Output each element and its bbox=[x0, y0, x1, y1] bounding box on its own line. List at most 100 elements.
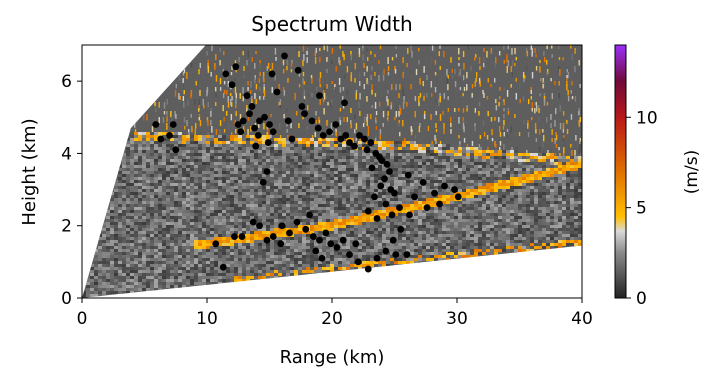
field-speck bbox=[190, 114, 192, 118]
field-cell bbox=[310, 246, 314, 249]
field-cell bbox=[110, 210, 114, 213]
field-cell bbox=[98, 255, 102, 258]
field-cell bbox=[326, 207, 330, 210]
field-cell bbox=[418, 168, 422, 171]
field-cell bbox=[190, 174, 194, 177]
field-cell bbox=[182, 153, 186, 156]
field-cell bbox=[406, 210, 410, 213]
field-cell bbox=[214, 258, 218, 261]
field-cell bbox=[178, 219, 182, 222]
field-cell bbox=[190, 186, 194, 189]
field-cell bbox=[426, 165, 430, 168]
field-speck bbox=[435, 123, 437, 129]
field-cell bbox=[194, 276, 198, 279]
field-cell bbox=[434, 177, 438, 180]
field-cell bbox=[266, 210, 270, 213]
field-cell bbox=[274, 240, 278, 243]
field-cell bbox=[254, 153, 258, 156]
field-cell bbox=[390, 198, 394, 201]
field-cell bbox=[378, 165, 382, 168]
field-cell bbox=[194, 180, 198, 183]
field-cell bbox=[110, 231, 114, 234]
field-cell bbox=[186, 162, 190, 165]
field-cell bbox=[398, 159, 402, 162]
field-cell bbox=[394, 141, 398, 144]
field-cell bbox=[222, 171, 226, 174]
field-cell bbox=[470, 249, 474, 252]
field-cell bbox=[238, 201, 242, 204]
field-cell bbox=[130, 165, 134, 168]
field-cell bbox=[278, 159, 282, 162]
field-cell bbox=[194, 162, 198, 165]
field-cell bbox=[198, 171, 202, 174]
field-cell bbox=[150, 261, 154, 264]
field-speck bbox=[374, 72, 376, 76]
field-cell bbox=[410, 210, 414, 213]
field-cell bbox=[130, 138, 134, 141]
field-cell bbox=[282, 162, 286, 165]
field-cell bbox=[338, 165, 342, 168]
field-cell bbox=[490, 189, 494, 192]
field-cell bbox=[230, 231, 234, 234]
field-cell bbox=[382, 147, 386, 150]
field-speck bbox=[374, 54, 376, 58]
field-cell bbox=[306, 186, 310, 189]
field-speck bbox=[447, 84, 449, 91]
field-cell bbox=[310, 189, 314, 192]
field-cell bbox=[150, 183, 154, 186]
field-cell bbox=[170, 225, 174, 228]
field-cell bbox=[258, 156, 262, 159]
field-cell bbox=[422, 174, 426, 177]
field-cell bbox=[170, 150, 174, 153]
field-cell bbox=[486, 234, 490, 237]
field-cell bbox=[422, 177, 426, 180]
field-cell bbox=[238, 168, 242, 171]
field-cell bbox=[130, 198, 134, 201]
field-cell bbox=[122, 285, 126, 288]
field-cell bbox=[310, 159, 314, 162]
field-cell bbox=[362, 189, 366, 192]
field-cell bbox=[326, 255, 330, 258]
field-cell bbox=[298, 165, 302, 168]
field-cell bbox=[458, 153, 462, 156]
field-cell bbox=[258, 165, 262, 168]
field-cell bbox=[462, 204, 466, 207]
field-cell bbox=[246, 246, 250, 249]
field-cell bbox=[466, 228, 470, 231]
field-cell bbox=[190, 138, 194, 141]
field-cell bbox=[322, 216, 326, 219]
field-speck bbox=[378, 75, 380, 82]
field-cell bbox=[306, 267, 310, 270]
field-cell bbox=[246, 279, 250, 282]
field-cell bbox=[310, 153, 314, 156]
field-cell bbox=[194, 192, 198, 195]
field-cell bbox=[178, 231, 182, 234]
field-cell bbox=[350, 216, 354, 219]
field-cell bbox=[402, 171, 406, 174]
field-cell bbox=[86, 294, 90, 297]
field-cell bbox=[298, 198, 302, 201]
field-cell bbox=[298, 138, 302, 141]
field-cell bbox=[142, 210, 146, 213]
field-cell bbox=[474, 252, 478, 255]
field-speck bbox=[471, 84, 474, 89]
field-cell bbox=[442, 201, 446, 204]
field-cell bbox=[126, 204, 130, 207]
field-cell bbox=[446, 174, 450, 177]
field-cell bbox=[250, 141, 254, 144]
field-cell bbox=[382, 231, 386, 234]
field-cell bbox=[126, 195, 130, 198]
field-cell bbox=[126, 240, 130, 243]
field-speck bbox=[486, 135, 489, 140]
field-cell bbox=[170, 237, 174, 240]
field-cell bbox=[402, 174, 406, 177]
field-cell bbox=[106, 270, 110, 273]
field-cell bbox=[382, 183, 386, 186]
field-cell bbox=[386, 150, 390, 153]
field-cell bbox=[214, 261, 218, 264]
field-cell bbox=[310, 216, 314, 219]
field-cell bbox=[190, 258, 194, 261]
field-cell bbox=[258, 186, 262, 189]
field-cell bbox=[178, 192, 182, 195]
field-cell bbox=[86, 291, 90, 294]
